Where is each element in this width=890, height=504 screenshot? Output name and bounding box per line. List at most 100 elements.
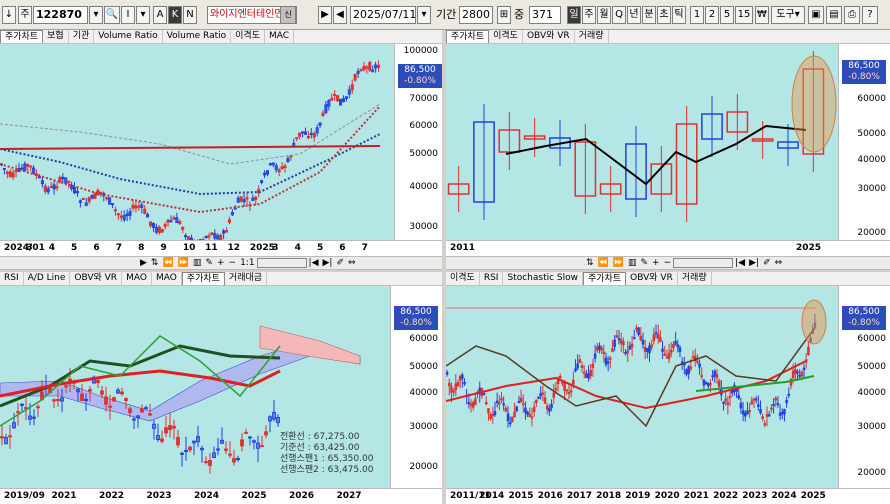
- tab-rsi[interactable]: RSI: [0, 272, 24, 285]
- tab-obv-vr[interactable]: OBV와 VR: [70, 272, 122, 285]
- stock-type-button[interactable]: 주: [18, 6, 32, 24]
- tab-price-chart[interactable]: 주가차트: [0, 30, 43, 43]
- tab-price-chart[interactable]: 주가차트: [583, 272, 626, 285]
- grid-icon[interactable]: ⊞: [497, 6, 511, 24]
- tab-ad-line[interactable]: A/D Line: [24, 272, 71, 285]
- tab-rsi[interactable]: RSI: [480, 272, 504, 285]
- tab-mao-2[interactable]: MAO: [152, 272, 182, 285]
- period-day-button[interactable]: 일: [567, 6, 581, 24]
- forward-icon[interactable]: ⏩: [176, 257, 191, 269]
- interval-15-button[interactable]: 15: [735, 6, 753, 24]
- tab-disparity[interactable]: 이격도: [489, 30, 523, 43]
- arrow-down-button[interactable]: ↓: [2, 6, 16, 24]
- candle-body: [57, 400, 60, 401]
- expand-icon[interactable]: ⇔: [773, 257, 785, 269]
- image-icon[interactable]: ▣: [808, 6, 824, 24]
- zoom-icon[interactable]: ⇅: [584, 257, 596, 269]
- chart-icon[interactable]: ▥: [191, 257, 204, 269]
- n-button[interactable]: N: [183, 6, 197, 24]
- edit-icon[interactable]: ✐: [761, 257, 773, 269]
- period-quarter-button[interactable]: Q: [612, 6, 626, 24]
- plot-bottom-right[interactable]: [446, 286, 838, 488]
- help-icon[interactable]: ?: [862, 6, 878, 24]
- play-icon[interactable]: ▶: [318, 6, 332, 24]
- scroll-thumb[interactable]: [257, 258, 307, 268]
- tab-disparity[interactable]: 이격도: [231, 30, 265, 43]
- scrollbar-top-right[interactable]: ⇅ ⏪ ⏩ ▥ ✎ + − |◀ ▶| ✐ ⇔: [446, 256, 890, 270]
- won-icon[interactable]: ₩: [755, 6, 769, 24]
- plot-top-left[interactable]: [0, 44, 394, 240]
- tab-volume-ratio-2[interactable]: Volume Ratio: [163, 30, 231, 43]
- tab-price-chart[interactable]: 주가차트: [182, 272, 225, 285]
- scrollbar-top-left[interactable]: ▶ ⇅ ⏪ ⏩ ▥ ✎ + −1:1 |◀ ▶| ✐ ⇔: [0, 256, 442, 270]
- date-dropdown-icon[interactable]: ▾: [417, 6, 431, 24]
- period-tick-button[interactable]: 틱: [672, 6, 686, 24]
- tab-volume[interactable]: 거래량: [575, 30, 609, 43]
- tab-stochastic-slow[interactable]: Stochastic Slow: [503, 272, 583, 285]
- scroll-thumb[interactable]: [673, 258, 733, 268]
- candle-body: [623, 342, 625, 345]
- zoom-icon[interactable]: ⇅: [149, 257, 161, 269]
- rewind-icon[interactable]: ⏪: [160, 257, 175, 269]
- candle-body: [106, 198, 108, 199]
- edit-icon[interactable]: ✐: [334, 257, 346, 269]
- play-icon[interactable]: ▶: [138, 257, 149, 269]
- count-input[interactable]: 371: [529, 6, 561, 24]
- forward-icon[interactable]: ⏩: [611, 257, 626, 269]
- candle-body: [173, 426, 176, 428]
- tab-trading-value[interactable]: 거래대금: [225, 272, 267, 285]
- period-input[interactable]: 2800: [459, 6, 493, 24]
- period-year-button[interactable]: 년: [627, 6, 641, 24]
- zoom-out-icon[interactable]: −: [662, 257, 674, 269]
- tab-price-chart[interactable]: 주가차트: [446, 30, 489, 43]
- plot-top-right[interactable]: [446, 44, 838, 240]
- tab-volume[interactable]: 거래량: [678, 272, 712, 285]
- tab-institution[interactable]: 기관: [69, 30, 95, 43]
- interval-5-button[interactable]: 5: [720, 6, 734, 24]
- period-month-button[interactable]: 월: [597, 6, 611, 24]
- zoom-out-icon[interactable]: −: [227, 257, 239, 269]
- period-week-button[interactable]: 주: [582, 6, 596, 24]
- last-icon[interactable]: ▶|: [747, 257, 761, 269]
- interval-2-button[interactable]: 2: [705, 6, 719, 24]
- date-input[interactable]: 2025/07/11: [350, 6, 416, 24]
- a-button[interactable]: A: [153, 6, 167, 24]
- ratio-label: 1:1: [238, 257, 256, 269]
- print-icon[interactable]: ⎙: [844, 6, 860, 24]
- expand-icon[interactable]: ⇔: [346, 257, 358, 269]
- tab-disparity[interactable]: 이격도: [446, 272, 480, 285]
- tab-mao[interactable]: MAO: [122, 272, 152, 285]
- tab-obv-vr[interactable]: OBV와 VR: [523, 30, 575, 43]
- list-dropdown-icon[interactable]: ▾: [136, 6, 150, 24]
- candle-body: [490, 415, 492, 419]
- period-minute-button[interactable]: 분: [642, 6, 656, 24]
- first-icon[interactable]: |◀: [733, 257, 747, 269]
- tab-volume-ratio[interactable]: Volume Ratio: [94, 30, 162, 43]
- plot-bottom-left[interactable]: 전환선 : 67,275.00 기준선 : 63,425.00 선행스팬1 : …: [0, 286, 390, 488]
- rewind-icon[interactable]: ⏪: [596, 257, 611, 269]
- tools-button[interactable]: 도구▾: [771, 6, 805, 24]
- tab-obv-vr[interactable]: OBV와 VR: [626, 272, 678, 285]
- candle-body: [179, 222, 181, 224]
- back-icon[interactable]: ◀: [333, 6, 347, 24]
- first-icon[interactable]: |◀: [307, 257, 321, 269]
- candle-body: [664, 354, 666, 355]
- zoom-in-icon[interactable]: +: [215, 257, 227, 269]
- search-icon[interactable]: 🔍: [104, 6, 120, 24]
- save-icon[interactable]: ▤: [826, 6, 842, 24]
- list-icon[interactable]: I: [121, 6, 135, 24]
- last-icon[interactable]: ▶|: [321, 257, 335, 269]
- interval-1-button[interactable]: 1: [690, 6, 704, 24]
- candle-body: [771, 408, 773, 409]
- tab-macd[interactable]: MAC: [265, 30, 294, 43]
- dropdown-icon[interactable]: ▾: [89, 6, 103, 24]
- draw-icon[interactable]: ✎: [639, 257, 651, 269]
- tab-bohyeop[interactable]: 보협: [43, 30, 69, 43]
- zoom-in-icon[interactable]: +: [650, 257, 662, 269]
- period-second-button[interactable]: 초: [657, 6, 671, 24]
- chart-icon[interactable]: ▥: [626, 257, 639, 269]
- stock-code-input[interactable]: 122870: [33, 6, 88, 24]
- y-axis-top-left: 100000 86,500 -0.80% 70000 60000 50000 40…: [394, 44, 442, 240]
- draw-icon[interactable]: ✎: [203, 257, 215, 269]
- k-button[interactable]: K: [168, 6, 182, 24]
